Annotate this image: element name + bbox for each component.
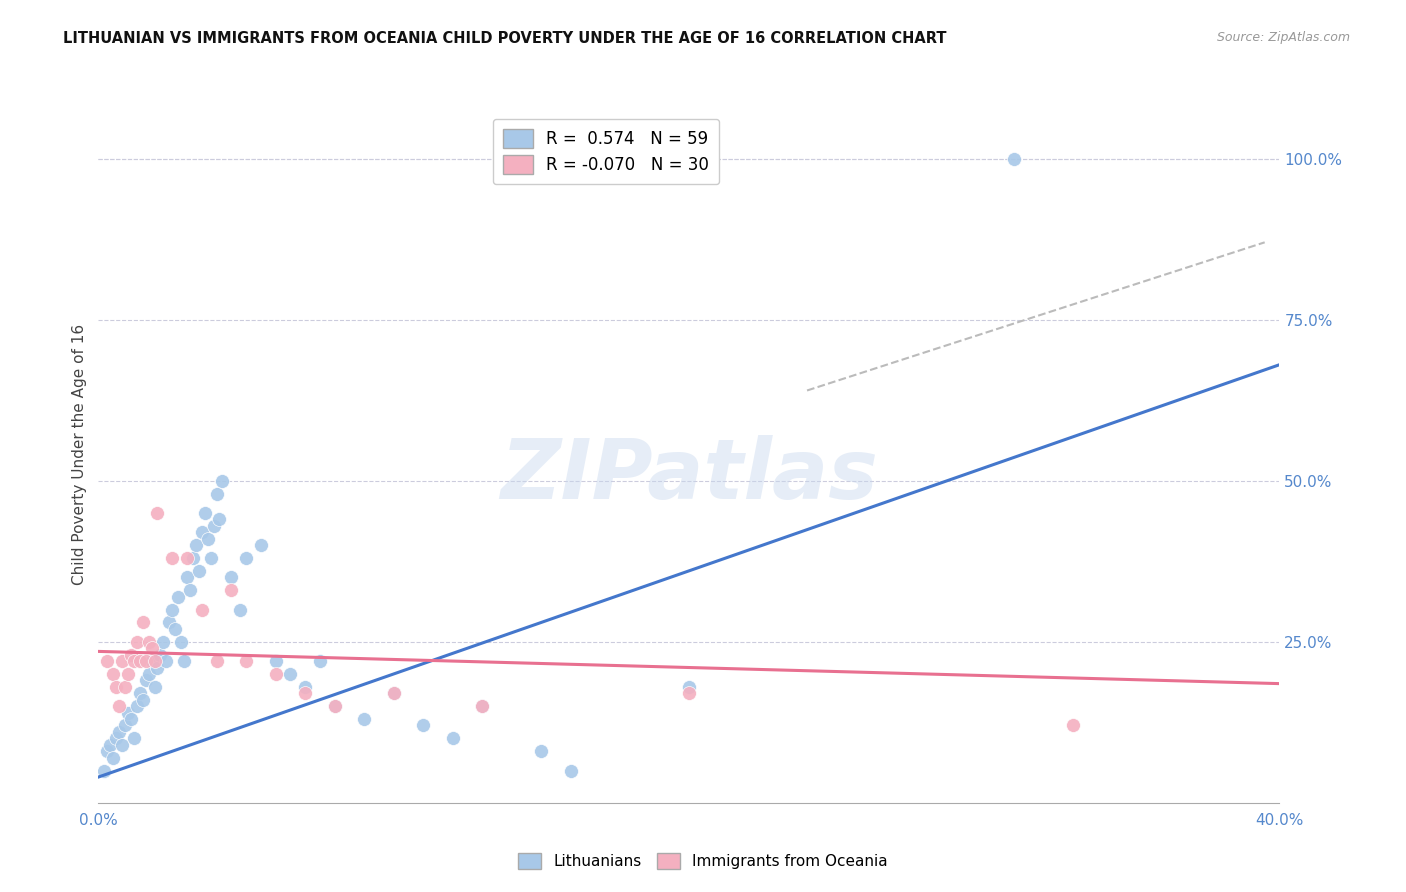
Point bbox=[235, 551, 257, 566]
Point bbox=[165, 622, 187, 636]
Point bbox=[205, 486, 228, 500]
Point bbox=[441, 731, 464, 746]
Point bbox=[128, 654, 150, 668]
Point bbox=[294, 686, 316, 700]
Point bbox=[96, 654, 118, 668]
Point bbox=[105, 680, 128, 694]
Point bbox=[1002, 152, 1025, 166]
Point bbox=[412, 718, 434, 732]
Point bbox=[149, 648, 172, 662]
Point bbox=[219, 570, 242, 584]
Point bbox=[382, 686, 405, 700]
Point bbox=[114, 680, 136, 694]
Point bbox=[135, 673, 157, 688]
Point bbox=[264, 667, 287, 681]
Point bbox=[187, 564, 209, 578]
Point bbox=[111, 654, 134, 668]
Point bbox=[103, 750, 125, 764]
Point bbox=[135, 654, 157, 668]
Point bbox=[93, 764, 115, 778]
Point bbox=[98, 738, 121, 752]
Point bbox=[323, 699, 346, 714]
Point bbox=[117, 706, 139, 720]
Point bbox=[105, 731, 128, 746]
Point bbox=[143, 654, 166, 668]
Point bbox=[152, 634, 174, 648]
Text: Source: ZipAtlas.com: Source: ZipAtlas.com bbox=[1216, 31, 1350, 45]
Point bbox=[197, 532, 219, 546]
Point bbox=[194, 506, 217, 520]
Point bbox=[678, 686, 700, 700]
Point bbox=[162, 551, 183, 566]
Point bbox=[184, 538, 207, 552]
Point bbox=[155, 654, 177, 668]
Point bbox=[141, 641, 163, 656]
Point bbox=[202, 518, 225, 533]
Point bbox=[219, 583, 242, 598]
Point bbox=[176, 570, 198, 584]
Point bbox=[138, 634, 160, 648]
Point bbox=[1062, 718, 1084, 732]
Point bbox=[191, 525, 214, 540]
Point bbox=[323, 699, 346, 714]
Point bbox=[170, 634, 193, 648]
Point bbox=[117, 667, 139, 681]
Point bbox=[200, 551, 222, 566]
Point bbox=[108, 699, 131, 714]
Point bbox=[191, 602, 214, 616]
Point bbox=[108, 725, 131, 739]
Legend: Lithuanians, Immigrants from Oceania: Lithuanians, Immigrants from Oceania bbox=[512, 847, 894, 875]
Point bbox=[114, 718, 136, 732]
Point bbox=[157, 615, 180, 630]
Point bbox=[146, 660, 169, 674]
Point bbox=[471, 699, 494, 714]
Point bbox=[167, 590, 190, 604]
Point bbox=[103, 667, 125, 681]
Point bbox=[560, 764, 582, 778]
Point bbox=[309, 654, 332, 668]
Point bbox=[530, 744, 553, 758]
Point bbox=[111, 738, 134, 752]
Point bbox=[162, 602, 183, 616]
Point bbox=[382, 686, 405, 700]
Point bbox=[229, 602, 252, 616]
Point bbox=[205, 654, 228, 668]
Point bbox=[250, 538, 273, 552]
Point bbox=[235, 654, 257, 668]
Point bbox=[125, 699, 148, 714]
Point bbox=[120, 648, 142, 662]
Point bbox=[138, 667, 160, 681]
Point bbox=[146, 506, 169, 520]
Point bbox=[176, 551, 198, 566]
Point bbox=[211, 474, 233, 488]
Text: LITHUANIAN VS IMMIGRANTS FROM OCEANIA CHILD POVERTY UNDER THE AGE OF 16 CORRELAT: LITHUANIAN VS IMMIGRANTS FROM OCEANIA CH… bbox=[63, 31, 946, 46]
Point bbox=[173, 654, 195, 668]
Y-axis label: Child Poverty Under the Age of 16: Child Poverty Under the Age of 16 bbox=[72, 325, 87, 585]
Point bbox=[128, 686, 150, 700]
Point bbox=[353, 712, 375, 726]
Point bbox=[120, 712, 142, 726]
Point bbox=[132, 615, 155, 630]
Point bbox=[471, 699, 494, 714]
Point bbox=[278, 667, 302, 681]
Point bbox=[208, 512, 231, 526]
Point bbox=[125, 634, 148, 648]
Point bbox=[264, 654, 287, 668]
Point bbox=[181, 551, 204, 566]
Point bbox=[132, 692, 155, 706]
Legend: R =  0.574   N = 59, R = -0.070   N = 30: R = 0.574 N = 59, R = -0.070 N = 30 bbox=[494, 119, 720, 184]
Point bbox=[122, 654, 145, 668]
Point bbox=[294, 680, 316, 694]
Point bbox=[678, 680, 700, 694]
Point bbox=[122, 731, 145, 746]
Point bbox=[143, 680, 166, 694]
Point bbox=[141, 654, 163, 668]
Point bbox=[96, 744, 118, 758]
Point bbox=[179, 583, 201, 598]
Text: ZIPatlas: ZIPatlas bbox=[501, 435, 877, 516]
